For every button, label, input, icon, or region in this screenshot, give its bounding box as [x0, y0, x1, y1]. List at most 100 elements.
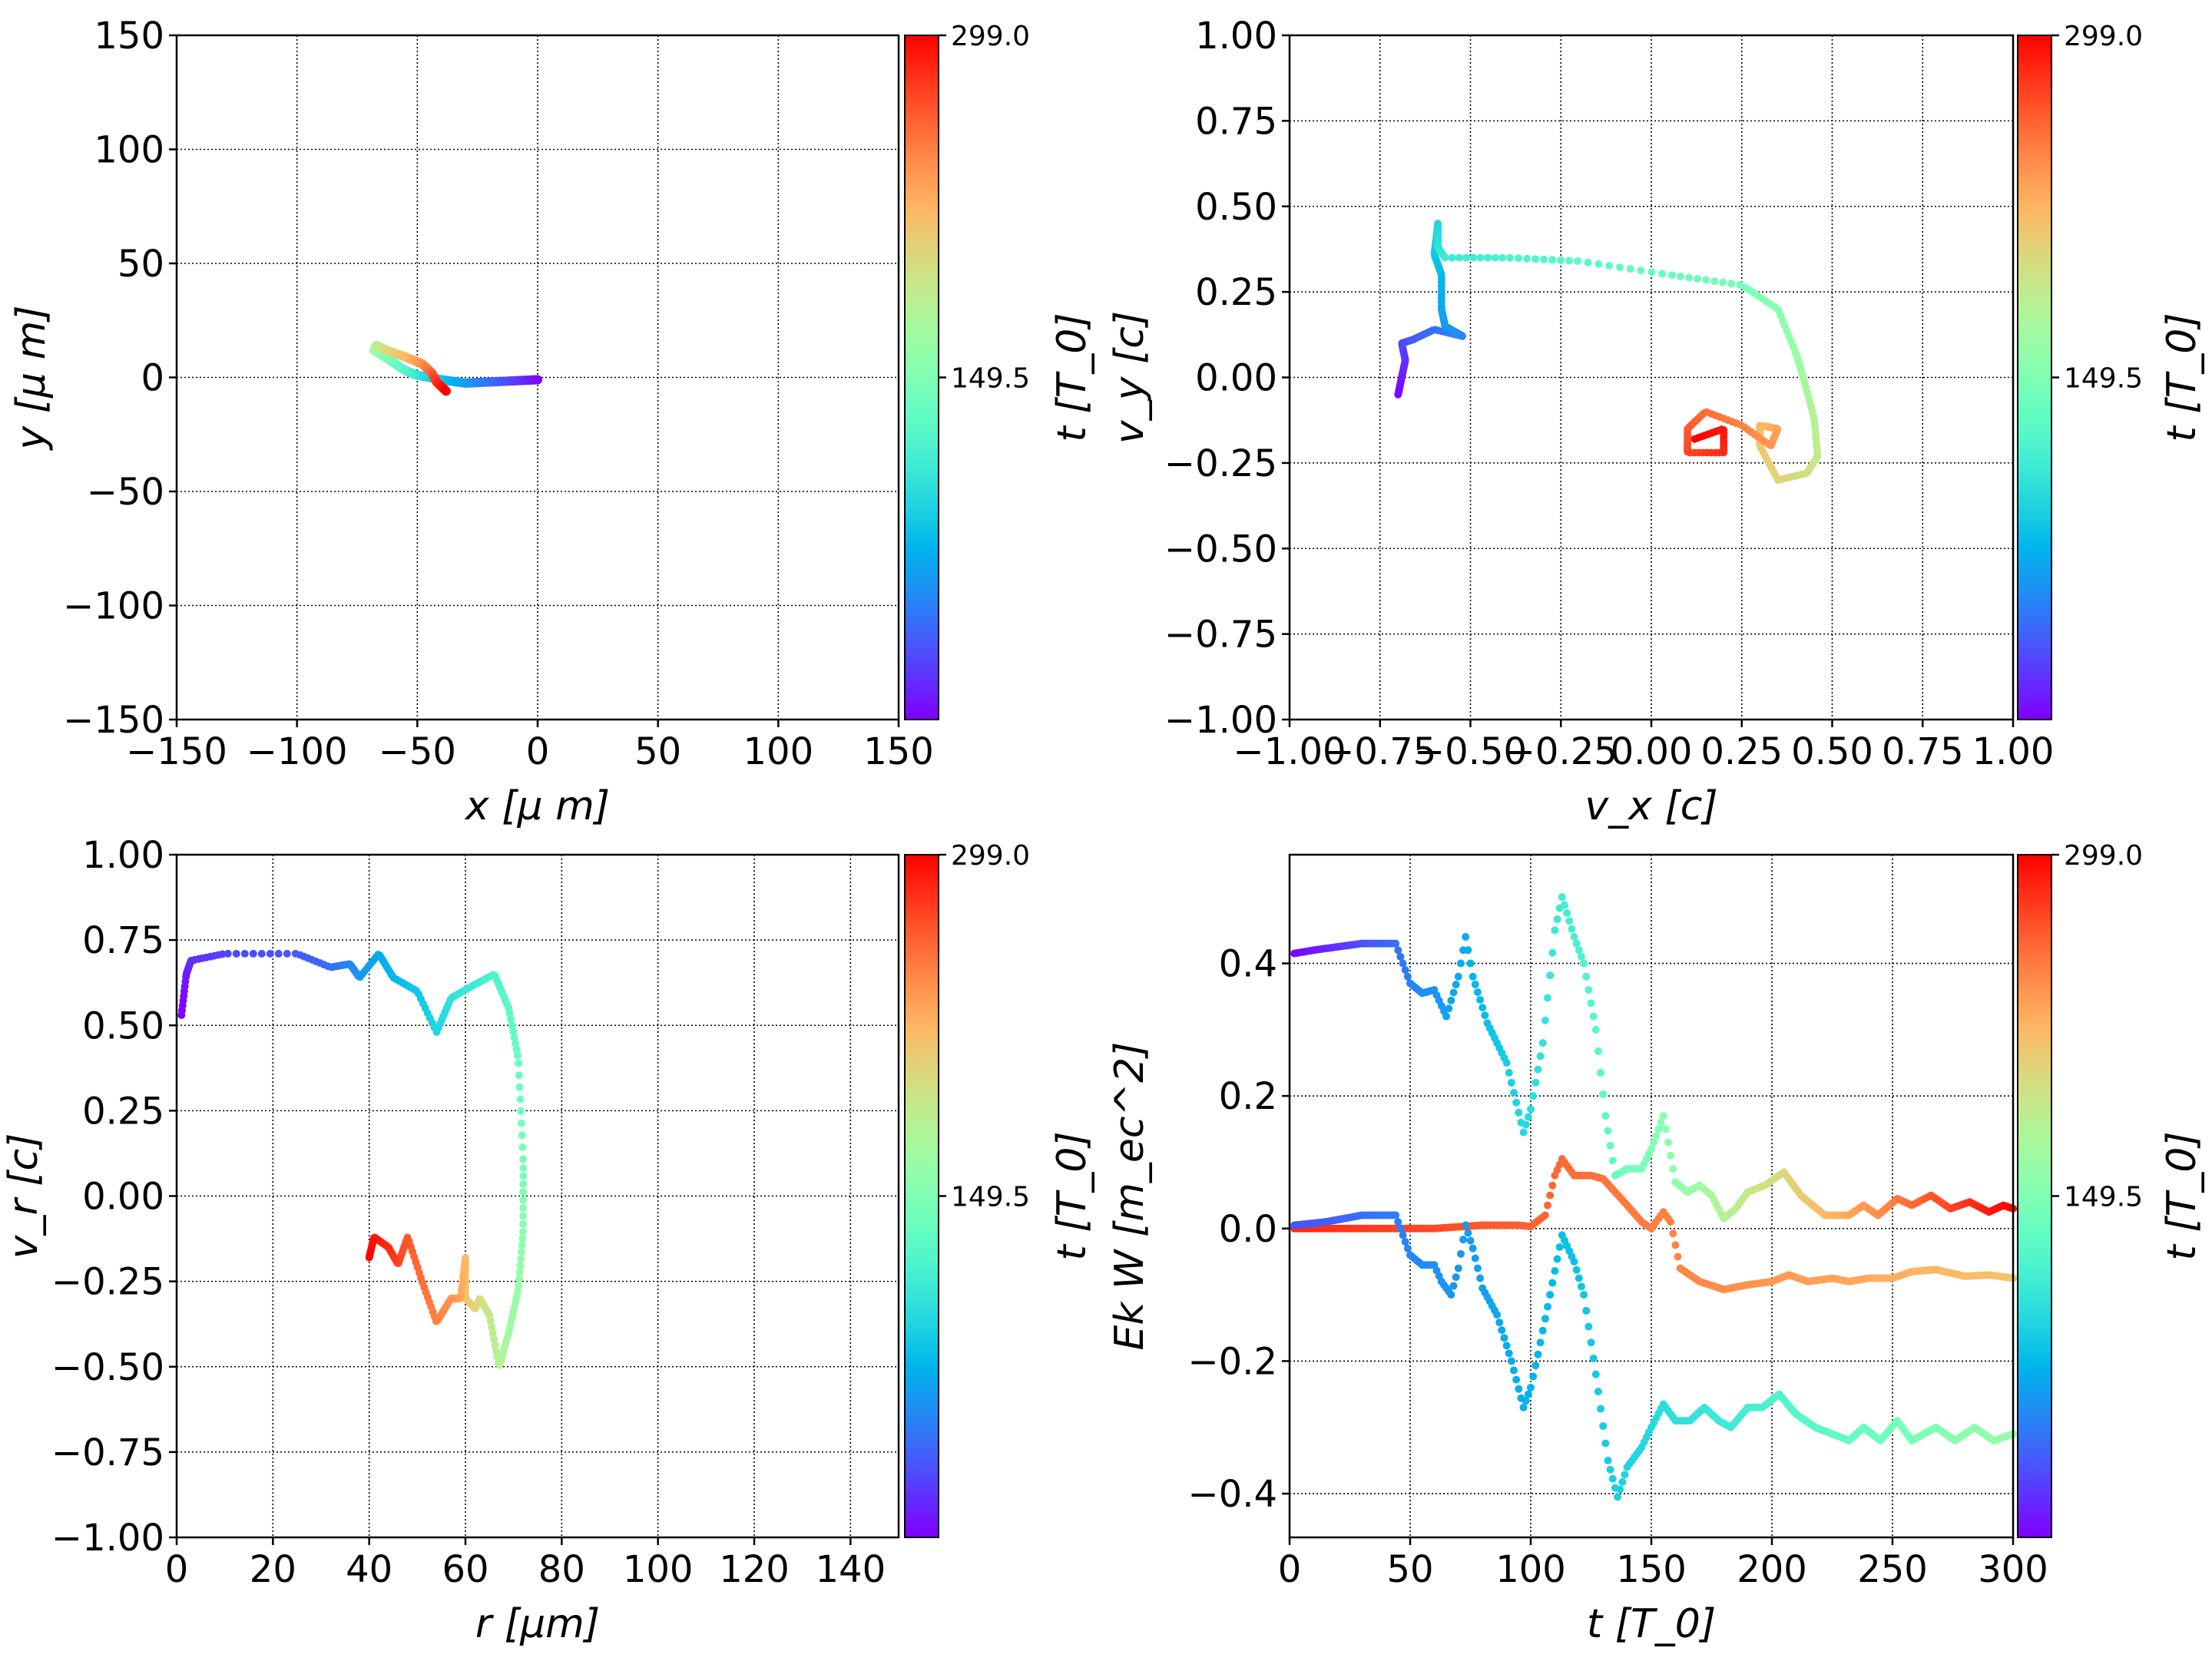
data-point — [1605, 261, 1614, 270]
data-point — [1484, 253, 1492, 262]
data-point — [1584, 258, 1592, 266]
y-tick-label: 1.00 — [1195, 15, 1277, 58]
y-tick-label: 0 — [141, 357, 164, 400]
colorbar-tick-label: 149.5 — [951, 363, 1030, 395]
data-point — [1464, 1229, 1472, 1237]
data-point — [1491, 253, 1499, 262]
data-point — [519, 1172, 528, 1180]
data-point — [1524, 1390, 1532, 1398]
data-point — [1599, 1421, 1608, 1430]
data-point — [1510, 1366, 1518, 1375]
data-point — [1659, 1112, 1667, 1120]
data-point — [1572, 939, 1581, 948]
data-point — [1618, 1477, 1627, 1486]
data-point — [519, 1196, 528, 1204]
y-tick-label: 50 — [118, 243, 164, 286]
x-tick-label: −100 — [247, 730, 348, 773]
data-point — [224, 949, 232, 958]
data-point — [1445, 1004, 1453, 1013]
data-point — [1456, 959, 1465, 968]
data-point — [1589, 1354, 1598, 1362]
data-point — [1565, 256, 1574, 265]
data-point — [519, 1155, 528, 1163]
data-point — [1652, 1131, 1661, 1140]
data-point — [1637, 266, 1645, 275]
data-point — [1702, 276, 1710, 284]
data-point — [1515, 254, 1523, 263]
x-tick-label: 0 — [526, 730, 550, 773]
data-point — [518, 1131, 526, 1140]
data-point — [493, 1353, 502, 1362]
x-tick-label: −0.50 — [1414, 730, 1527, 773]
data-point — [1449, 1282, 1458, 1290]
y-tick-label: 0.50 — [82, 1004, 164, 1047]
data-point — [1399, 1231, 1407, 1239]
x-tick-label: −0.25 — [1505, 730, 1618, 773]
data-point — [232, 949, 240, 958]
data-point — [1685, 273, 1694, 282]
data-point — [1669, 1229, 1677, 1238]
data-point — [518, 1234, 527, 1242]
data-point — [1599, 1090, 1608, 1099]
data-point — [519, 1164, 528, 1173]
colorbar-tick-label: 299.0 — [2064, 840, 2143, 872]
colorbar: 299.0 149.5 t [T_0] — [2017, 840, 2205, 1538]
data-point — [1647, 268, 1656, 276]
y-tick-label: 0.25 — [82, 1090, 164, 1133]
data-point — [1551, 1267, 1559, 1276]
data-point — [1594, 1047, 1602, 1055]
data-point — [1548, 1279, 1557, 1287]
data-point — [1667, 1151, 1675, 1160]
data-point — [515, 1269, 524, 1277]
data-point — [1469, 1244, 1477, 1252]
data-point — [1471, 980, 1479, 988]
data-point — [1527, 1383, 1535, 1391]
data-point — [518, 1143, 527, 1151]
data-point — [1553, 915, 1561, 924]
data-point — [492, 1347, 501, 1355]
data-point — [1594, 260, 1603, 268]
data-point — [1456, 1249, 1465, 1258]
data-point — [512, 1045, 521, 1054]
y-axis-label: v_y [c] — [1107, 311, 1153, 444]
x-tick-label: 60 — [442, 1548, 488, 1591]
data-point — [505, 1009, 514, 1017]
data-point — [517, 1255, 525, 1263]
data-point — [1510, 1088, 1518, 1097]
data-point — [488, 1329, 497, 1338]
x-tick-label: 200 — [1737, 1548, 1807, 1591]
data-point — [1551, 926, 1559, 935]
x-tick-label: 150 — [1616, 1548, 1687, 1591]
data-point — [515, 1059, 523, 1067]
data-point — [1527, 1105, 1535, 1113]
data-point — [510, 1033, 518, 1041]
data-point — [1597, 1405, 1605, 1413]
data-point — [1570, 1257, 1578, 1266]
x-tick-label: −150 — [126, 730, 227, 773]
data-point — [1529, 1092, 1538, 1100]
data-point — [1591, 1370, 1600, 1378]
data-point — [1677, 272, 1685, 280]
x-tick-label: 100 — [623, 1548, 694, 1591]
y-tick-label: −100 — [63, 585, 164, 628]
data-point — [1565, 917, 1574, 925]
data-point — [1616, 1485, 1624, 1494]
colorbar: 299.0 149.5 t [T_0] — [2017, 21, 2205, 720]
data-point — [519, 1219, 528, 1228]
data-point — [516, 1095, 525, 1104]
data-point — [1606, 1141, 1614, 1150]
data-point — [509, 1027, 518, 1036]
x-axis-label: t [T_0] — [1587, 1601, 1716, 1647]
data-point — [1671, 1241, 1680, 1249]
y-tick-label: 0.0 — [1219, 1208, 1277, 1251]
y-tick-label: 0.2 — [1219, 1075, 1277, 1118]
data-point — [1589, 1012, 1598, 1021]
x-tick-label: −1.00 — [1233, 730, 1346, 773]
data-point — [1541, 1315, 1549, 1323]
colorbar-tick-label: 299.0 — [951, 21, 1030, 52]
data-point — [505, 1004, 513, 1012]
data-point — [1454, 972, 1462, 981]
data-point — [1454, 1264, 1462, 1272]
data-point — [1466, 1236, 1475, 1245]
data-point — [1532, 1362, 1540, 1370]
